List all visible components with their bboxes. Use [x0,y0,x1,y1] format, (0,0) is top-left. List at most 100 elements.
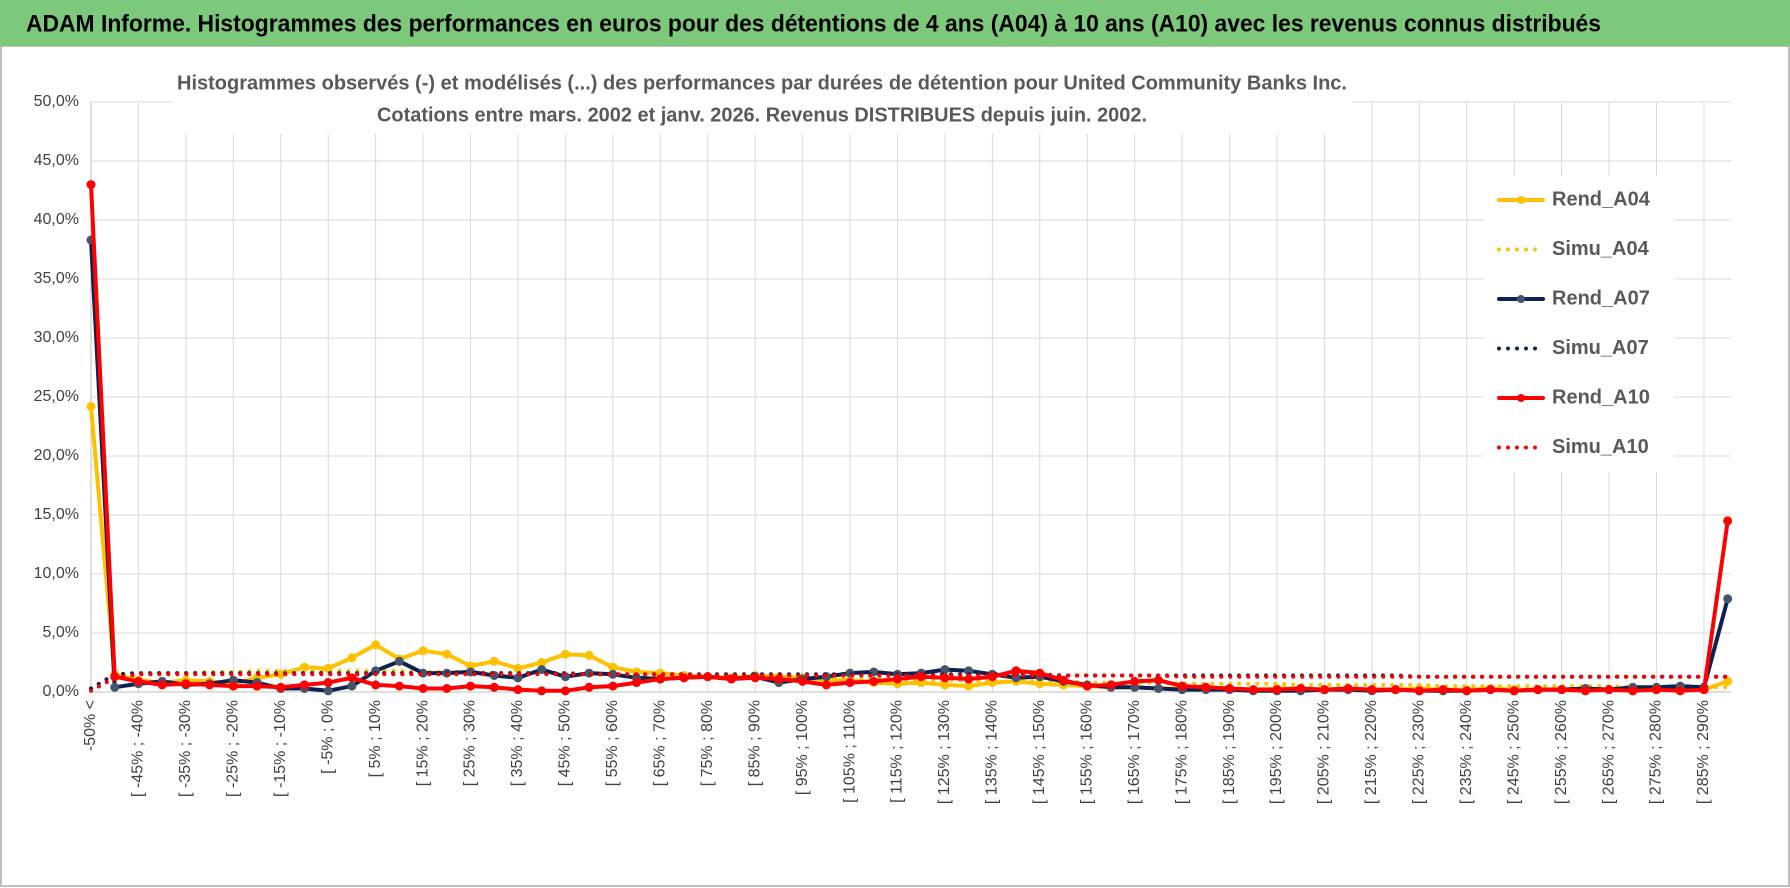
marker [1225,683,1235,693]
marker [1153,683,1163,693]
marker [157,680,167,690]
y-tick-label: 25,0% [34,388,79,405]
marker [1604,685,1614,695]
marker [276,682,286,692]
legend: Rend_A04 Simu_A04 Rend_A07 Simu_A07 Rend_A10… [1484,176,1674,472]
marker [86,180,96,190]
marker [1628,686,1638,696]
title-bar [0,0,1790,46]
marker [347,681,357,691]
x-tick-label: [ 65% ; 70% [651,700,668,786]
marker [442,683,452,693]
y-tick-label: 45,0% [34,152,79,169]
marker [466,681,476,691]
marker [537,686,547,696]
marker [299,680,309,690]
marker [1248,685,1258,695]
marker [1462,686,1472,696]
marker [1438,685,1448,695]
x-tick-label: [ 285% ; 290% [1695,700,1712,804]
marker [655,674,665,684]
legend-label: Rend_A04 [1552,188,1651,210]
marker [537,665,547,675]
model-line [89,672,1730,693]
marker [1059,675,1069,685]
marker [371,640,381,650]
marker [1675,686,1685,696]
marker [821,680,831,690]
x-tick-label: [ 235% ; 240% [1458,700,1475,804]
marker [798,676,808,686]
chart-title: ADAM Informe. Histogrammes des performan… [26,10,1601,37]
x-tick-label: [ -25% ; -20% [225,700,242,797]
marker [1367,685,1377,695]
x-tick-label: [ 245% ; 250% [1505,700,1522,804]
marker [1011,666,1021,676]
x-tick-label: [ -35% ; -30% [177,700,194,797]
marker [347,673,357,683]
marker [845,678,855,688]
legend-label: Rend_A07 [1552,287,1650,309]
chart-subtitle: Histogrammes observés (-) et modélisés (… [177,72,1347,94]
y-tick-label: 40,0% [34,211,79,228]
marker [1106,680,1116,690]
y-tick-label: 30,0% [34,329,79,346]
marker [513,685,523,695]
x-tick-label: [ -15% ; -10% [272,700,289,797]
x-tick-label: [ 55% ; 60% [604,700,621,786]
x-tick-label: [ 115% ; 120% [889,700,906,803]
marker [869,676,879,686]
x-tick-label: [ 265% ; 270% [1600,700,1617,804]
x-tick-label: [ 75% ; 80% [699,700,716,786]
subtitle-background [172,68,1352,134]
x-tick-label: [ 205% ; 210% [1316,700,1333,804]
marker [1723,676,1733,686]
x-tick-label: [ 135% ; 140% [984,700,1001,804]
marker [489,656,499,666]
marker [1343,683,1353,693]
x-tick-label: [ 5% ; 10% [367,700,384,777]
x-tick-label: [ 165% ; 170% [1126,700,1143,804]
marker [1177,681,1187,691]
marker [1580,686,1590,696]
model-line [89,668,1730,691]
marker [608,681,618,691]
legend-marker [1517,295,1525,303]
marker [347,653,357,663]
marker [228,681,238,691]
marker [726,674,736,684]
y-tick-label: 10,0% [34,565,79,582]
x-tick-label: -50% < [82,700,99,751]
marker [1652,685,1662,695]
x-tick-label: [ 25% ; 30% [462,700,479,786]
y-tick-label: 0,0% [43,683,79,700]
marker [252,681,262,691]
x-tick-label: [ 45% ; 50% [557,700,574,786]
x-tick-label: [ 125% ; 130% [936,700,953,804]
y-tick-label: 15,0% [34,506,79,523]
x-tick-label: [ 195% ; 200% [1268,700,1285,804]
x-tick-label: [ 275% ; 280% [1648,700,1665,804]
x-tick-label: [ 255% ; 260% [1553,700,1570,804]
x-tick-label: [ 85% ; 90% [746,700,763,786]
marker [1533,685,1543,695]
marker [1201,682,1211,692]
marker [1723,516,1733,526]
x-tick-label: [ -45% ; -40% [130,700,147,797]
x-tick-label: [ 15% ; 20% [414,700,431,786]
marker [1509,686,1519,696]
marker [1723,594,1733,604]
x-tick-label: [ 175% ; 180% [1173,700,1190,804]
marker [1391,685,1401,695]
chart-subtitle: Cotations entre mars. 2002 et janv. 2026… [377,104,1147,126]
legend-label: Simu_A10 [1552,436,1649,458]
y-tick-label: 50,0% [34,93,79,110]
marker [205,680,215,690]
legend-marker [1517,196,1525,204]
x-tick-label: [ 145% ; 150% [1031,700,1048,804]
marker [1414,686,1424,696]
observed-line [89,182,1730,693]
x-tick-label: [ 155% ; 160% [1078,700,1095,804]
marker [418,683,428,693]
y-tick-label: 35,0% [34,270,79,287]
